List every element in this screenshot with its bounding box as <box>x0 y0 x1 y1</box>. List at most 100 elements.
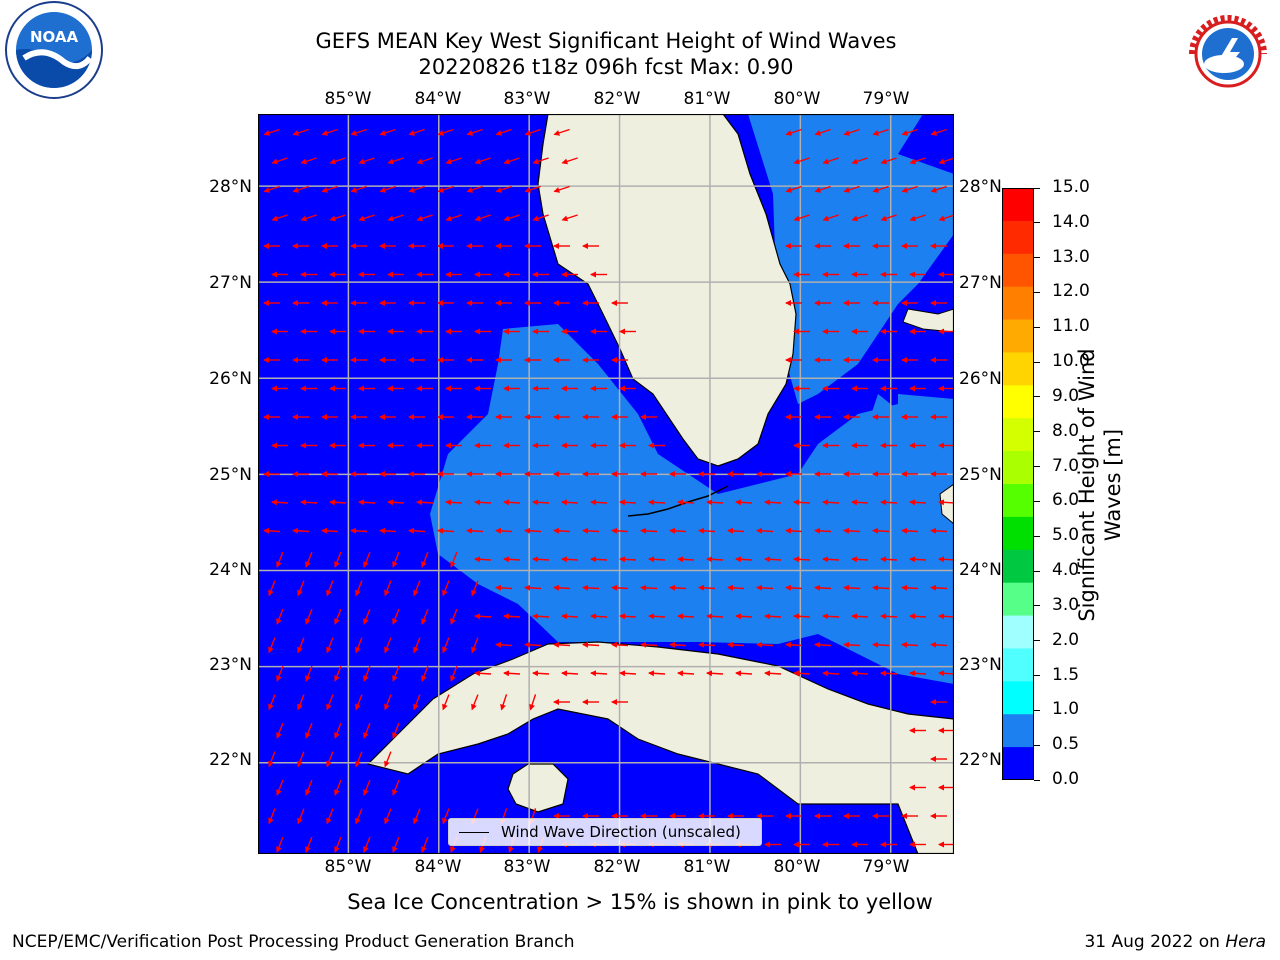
wind-arrow <box>648 556 666 563</box>
wind-arrow <box>553 128 570 136</box>
wind-arrow <box>321 128 338 136</box>
wind-arrow <box>326 751 334 768</box>
colorbar-tick-mark <box>1034 291 1040 293</box>
wind-arrow <box>532 670 550 677</box>
wind-arrow <box>263 185 280 193</box>
wind-arrow <box>822 214 839 222</box>
wind-arrow <box>822 613 840 620</box>
wind-arrow <box>471 637 479 654</box>
wind-arrow <box>503 157 520 165</box>
footer-date: 31 Aug 2022 on Hera <box>1084 932 1266 952</box>
colorbar-swatch <box>1002 385 1034 419</box>
wind-arrow <box>561 499 579 506</box>
bahamas-island-south <box>939 483 954 525</box>
wind-arrow <box>271 214 288 222</box>
wind-arrow <box>611 584 629 591</box>
lat-tick-right: 26°N <box>959 369 1002 389</box>
colorbar-tick-mark <box>1034 431 1040 433</box>
wind-arrow <box>474 157 491 165</box>
wind-arrow <box>524 584 542 591</box>
colorbar-tick-mark <box>1034 709 1040 711</box>
wind-arrow <box>532 214 549 222</box>
wind-arrow <box>363 836 371 853</box>
wind-arrow <box>450 665 458 682</box>
wind-arrow <box>450 608 458 625</box>
wind-arrow <box>329 499 347 506</box>
map-canvas <box>258 114 954 854</box>
wind-arrow <box>524 128 541 136</box>
wind-arrow <box>529 694 537 711</box>
wind-arrow <box>416 157 433 165</box>
wind-arrow <box>880 499 898 506</box>
colorbar-swatch <box>1002 648 1034 682</box>
wind-arrow <box>735 670 753 677</box>
colorbar-swatch <box>1002 516 1034 551</box>
wind-arrow <box>334 722 342 739</box>
wind-arrow <box>474 556 492 563</box>
isla-juventud <box>507 763 569 813</box>
lat-tick-left: 26°N <box>209 369 252 389</box>
wind-arrow <box>909 499 927 506</box>
wind-arrow <box>814 128 831 136</box>
lat-tick-right: 23°N <box>959 655 1002 675</box>
wind-arrow <box>363 665 371 682</box>
noaa-logo: NOAA <box>4 0 104 104</box>
wind-arrows <box>263 128 954 854</box>
wind-arrow <box>292 128 309 136</box>
lon-tick-top: 84°W <box>414 89 462 109</box>
wind-arrow <box>590 670 608 677</box>
wind-arrow <box>329 214 346 222</box>
wind-arrow <box>321 185 338 193</box>
wind-arrow <box>292 527 310 534</box>
wind-arrow <box>880 670 898 677</box>
lon-tick-top: 80°W <box>773 89 821 109</box>
colorbar-tick-mark <box>1034 605 1040 607</box>
wind-arrow <box>442 637 450 654</box>
wind-arrow <box>358 214 375 222</box>
wind-arrow <box>561 556 579 563</box>
wind-arrow <box>474 499 492 506</box>
wind-arrow <box>350 185 367 193</box>
wind-arrow <box>305 665 313 682</box>
wind-arrow <box>938 556 954 563</box>
gridlines <box>258 114 954 854</box>
wind-arrow <box>669 527 687 534</box>
wind-arrow <box>408 527 426 534</box>
wind-arrow <box>268 694 276 711</box>
colorbar-tick-label: 4.0 <box>1052 560 1080 581</box>
wind-arrow <box>326 808 334 825</box>
wind-arrow <box>756 584 774 591</box>
colorbar-tick-label: 11.0 <box>1052 316 1090 337</box>
colorbar-swatch <box>1002 681 1034 715</box>
colorbar-swatch <box>1002 319 1034 353</box>
wind-arrow <box>392 836 400 853</box>
wind-arrow <box>619 499 637 506</box>
wind-arrow <box>909 670 927 677</box>
wind-arrow <box>764 613 782 620</box>
colorbar-tick-mark <box>1034 500 1040 502</box>
wind-arrow <box>843 185 860 193</box>
wind-arrow <box>305 608 313 625</box>
lat-tick-left: 27°N <box>209 273 252 293</box>
lon-tick-top: 82°W <box>593 89 641 109</box>
wind-arrow <box>392 551 400 568</box>
wind-arrow <box>677 670 695 677</box>
wind-arrow <box>297 694 305 711</box>
lat-tick-left: 22°N <box>209 750 252 770</box>
bahamas-island <box>902 308 954 333</box>
colorbar-tick-label: 12.0 <box>1052 281 1090 302</box>
sea-ice-note: Sea Ice Concentration > 15% is shown in … <box>347 890 933 914</box>
wind-arrow <box>297 751 305 768</box>
colorbar-tick-label: 13.0 <box>1052 246 1090 267</box>
wind-arrow <box>909 613 927 620</box>
wind-arrow <box>445 157 462 165</box>
wind-arrow <box>814 185 831 193</box>
wind-arrow <box>764 499 782 506</box>
wind-arrow <box>590 613 608 620</box>
wind-arrow <box>851 670 869 677</box>
wind-arrow <box>474 214 491 222</box>
footer-date-text: 31 Aug 2022 on <box>1084 932 1226 952</box>
cuba-landmass <box>366 641 954 854</box>
wind-arrow <box>271 499 289 506</box>
wind-arrow <box>379 128 396 136</box>
